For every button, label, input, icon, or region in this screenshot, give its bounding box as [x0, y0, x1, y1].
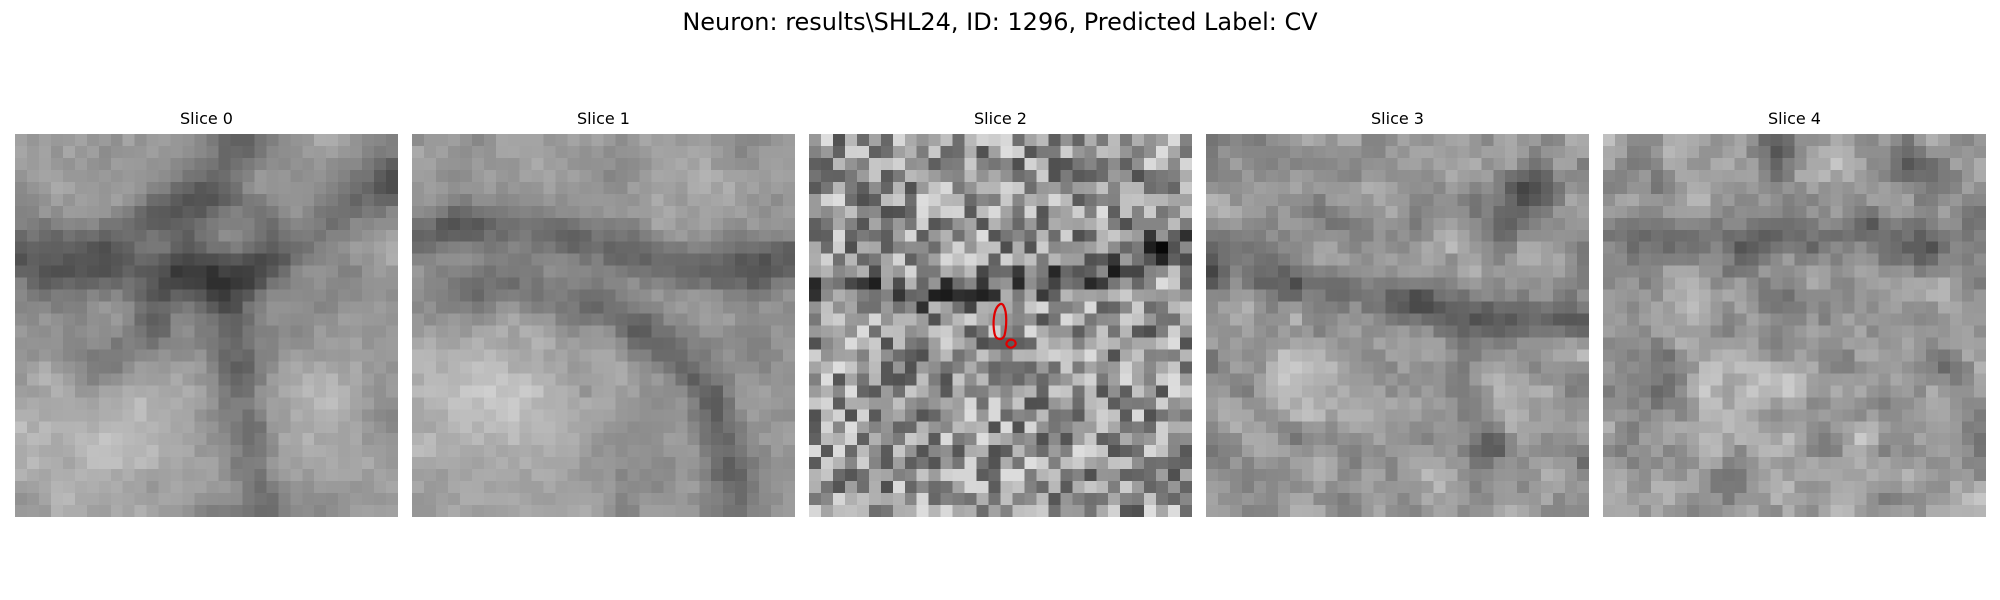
- slice-image-3: [1206, 134, 1589, 517]
- slice-image-2: [809, 134, 1192, 517]
- slice-image-0: [15, 134, 398, 517]
- slice-panel-4: Slice 4: [1603, 108, 1986, 518]
- slice-title-2: Slice 2: [974, 109, 1027, 128]
- slice-title-0: Slice 0: [180, 109, 233, 128]
- vesicle-contour-small: [1005, 338, 1017, 349]
- vesicle-contour: [992, 302, 1008, 341]
- slice-panel-3: Slice 3: [1206, 108, 1589, 518]
- slice-image-1: [412, 134, 795, 517]
- slice-title-1: Slice 1: [577, 109, 630, 128]
- figure-title: Neuron: results\SHL24, ID: 1296, Predict…: [682, 8, 1318, 36]
- slice-panel-2: Slice 2: [809, 108, 1192, 518]
- slice-panel-1: Slice 1: [412, 108, 795, 518]
- slice-image-4: [1603, 134, 1986, 517]
- slice-title-3: Slice 3: [1371, 109, 1424, 128]
- slice-title-4: Slice 4: [1768, 109, 1821, 128]
- slice-panel-0: Slice 0: [15, 108, 398, 518]
